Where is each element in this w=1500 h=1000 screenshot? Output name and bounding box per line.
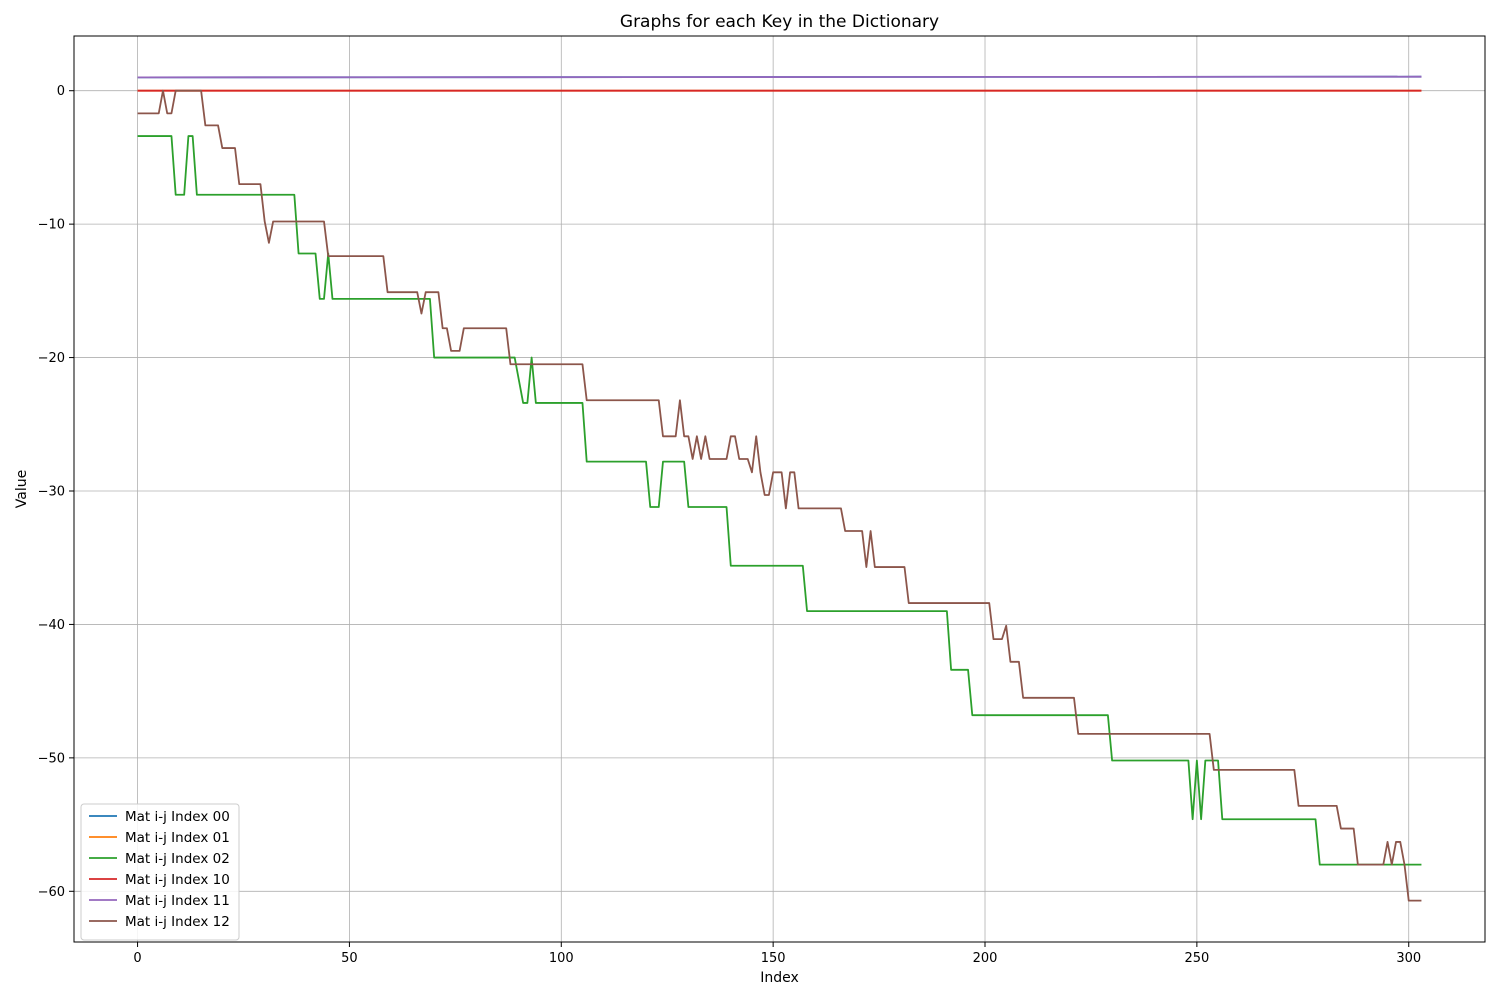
x-tick-label: 200 — [973, 951, 998, 966]
x-tick-label: 250 — [1184, 951, 1209, 966]
series-line-2 — [137, 135, 1422, 866]
y-tick-label: −50 — [38, 751, 65, 766]
x-tick-label: 150 — [761, 951, 786, 966]
legend-label: Mat i-j Index 01 — [125, 830, 230, 846]
y-tick-label: −40 — [38, 618, 65, 633]
series-lines — [137, 75, 1422, 902]
y-axis-label: Value — [14, 470, 30, 508]
legend-label: Mat i-j Index 11 — [125, 893, 230, 909]
legend-label: Mat i-j Index 12 — [125, 914, 230, 930]
x-tick-label: 300 — [1396, 951, 1421, 966]
x-tick-label: 100 — [549, 951, 574, 966]
series-line-4 — [137, 75, 1422, 79]
y-tick-label: −30 — [38, 485, 65, 500]
chart-title: Graphs for each Key in the Dictionary — [620, 12, 939, 32]
y-tick-label: −60 — [38, 885, 65, 900]
legend-label: Mat i-j Index 10 — [125, 872, 230, 888]
axis-ticks: 0 50 100 150 200 250 300 0 −10 −20 −30 −40 −50 −60 — [38, 84, 1422, 966]
x-tick-label: 0 — [133, 951, 141, 966]
legend-label: Mat i-j Index 00 — [125, 809, 230, 825]
y-tick-label: −10 — [38, 218, 65, 233]
x-tick-label: 50 — [341, 951, 358, 966]
y-tick-label: 0 — [57, 84, 65, 99]
series-line-5 — [137, 89, 1422, 902]
legend: Mat i-j Index 00 Mat i-j Index 01 Mat i-j … — [80, 803, 240, 941]
x-axis-label: Index — [760, 970, 799, 986]
legend-box — [80, 803, 240, 941]
legend-label: Mat i-j Index 02 — [125, 851, 230, 867]
plot-frame — [73, 35, 1486, 943]
y-tick-label: −20 — [38, 351, 65, 366]
grid-lines — [74, 36, 1485, 942]
